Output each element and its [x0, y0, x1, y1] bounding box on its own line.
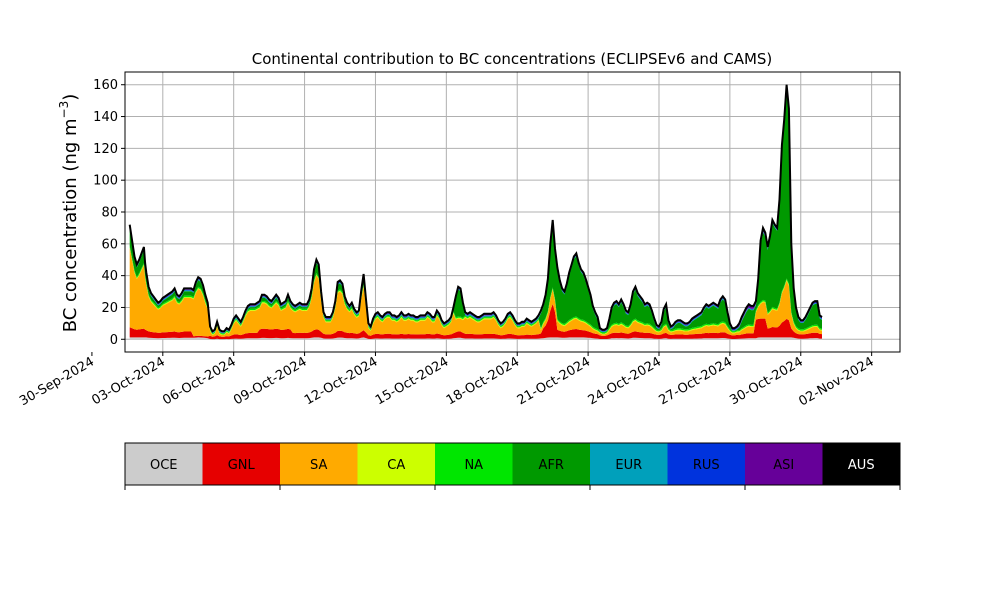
legend-label-ca: CA [387, 458, 405, 473]
y-tick-label: 0 [110, 333, 118, 348]
legend: OCE GNL SA CA NA AFR EUR RUS ASI AUS [124, 442, 901, 490]
area-gnl [129, 304, 822, 340]
y-tick-label: 80 [101, 206, 118, 221]
x-tick-label: 09-Oct-2024 [231, 354, 309, 408]
y-tick-label: 100 [93, 174, 118, 189]
chart-grid [125, 72, 900, 352]
legend-label-eur: EUR [615, 458, 642, 473]
legend-label-na: NA [464, 458, 483, 473]
x-tick-label: 12-Oct-2024 [302, 354, 380, 408]
area-total-outline [128, 84, 823, 333]
x-tick-label: 15-Oct-2024 [373, 354, 451, 408]
x-tick-label: 21-Oct-2024 [515, 354, 593, 408]
y-axis: 0 20 40 60 80 100 120 140 160 [93, 78, 125, 348]
legend-label-afr: AFR [539, 458, 564, 473]
y-axis-label-main: BC concentration (ng m [60, 118, 81, 332]
y-tick-label: 60 [101, 237, 118, 252]
y-axis-label: BC concentration (ng m−3) [57, 94, 81, 333]
legend-swatch-oce [125, 443, 203, 485]
area-sa [129, 248, 822, 337]
x-tick-label: 30-Oct-2024 [727, 354, 805, 408]
legend-swatch-gnl [202, 443, 280, 485]
legend-swatch-sa [280, 443, 358, 485]
legend-label-oce: OCE [150, 458, 178, 473]
y-tick-label: 160 [93, 78, 118, 93]
legend-label-sa: SA [310, 458, 327, 473]
legend-label-gnl: GNL [228, 458, 256, 473]
area-ca [129, 247, 822, 335]
legend-swatch-afr [512, 443, 590, 485]
y-tick-label: 140 [93, 110, 118, 125]
legend-swatch-ca [357, 443, 435, 485]
chart-title: Continental contribution to BC concentra… [252, 50, 773, 68]
y-tick-label: 20 [101, 301, 118, 316]
x-tick-label: 03-Oct-2024 [89, 354, 167, 408]
x-tick-label: 02-Nov-2024 [796, 354, 876, 409]
x-tick-label: 30-Sep-2024 [17, 354, 97, 409]
legend-label-aus: AUS [848, 458, 875, 473]
area-na [129, 245, 822, 335]
area-asi [129, 85, 822, 333]
x-axis: 30-Sep-202403-Oct-202406-Oct-202409-Oct-… [17, 352, 877, 409]
y-tick-label: 120 [93, 142, 118, 157]
x-tick-label: 27-Oct-2024 [656, 354, 734, 408]
legend-swatch-rus [667, 443, 745, 485]
legend-label-asi: ASI [773, 458, 794, 473]
x-tick-label: 18-Oct-2024 [444, 354, 522, 408]
y-tick-label: 40 [101, 269, 118, 284]
y-axis-label-close: ) [60, 94, 81, 101]
legend-swatch-na [435, 443, 513, 485]
y-axis-label-sup: −3 [57, 101, 71, 119]
x-tick-label: 06-Oct-2024 [160, 354, 238, 408]
x-tick-label: 24-Oct-2024 [586, 354, 664, 408]
legend-label-rus: RUS [693, 458, 720, 473]
legend-swatch-aus [822, 443, 900, 485]
stacked-areas [128, 84, 823, 340]
area-oce [129, 337, 822, 340]
legend-swatch-asi [745, 443, 823, 485]
legend-frame [124, 442, 901, 486]
legend-swatch-eur [590, 443, 668, 485]
